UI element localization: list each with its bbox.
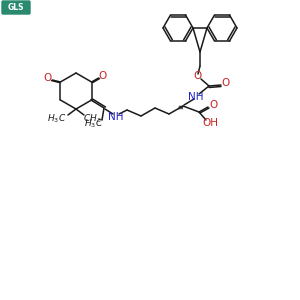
- Text: OH: OH: [202, 118, 218, 128]
- Text: O: O: [98, 71, 107, 81]
- Text: NH: NH: [188, 92, 204, 102]
- Text: NH: NH: [108, 112, 124, 122]
- Text: O: O: [209, 100, 217, 110]
- FancyBboxPatch shape: [2, 1, 30, 14]
- Text: O: O: [222, 78, 230, 88]
- Text: $H_3C$: $H_3C$: [84, 118, 104, 130]
- Text: GLS: GLS: [8, 3, 24, 12]
- Text: O: O: [193, 71, 201, 81]
- Text: O: O: [43, 73, 52, 83]
- Text: $CH_3$: $CH_3$: [83, 113, 101, 125]
- Text: $H_3C$: $H_3C$: [47, 113, 67, 125]
